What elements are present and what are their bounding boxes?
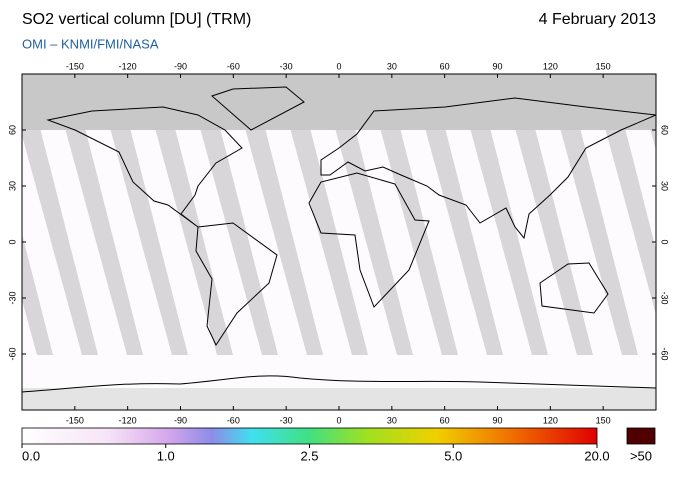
swath [425,128,503,355]
lon-label-bottom: 60 [440,415,450,425]
lon-label-bottom: -60 [227,415,240,425]
lon-label-top: -60 [227,61,240,71]
colorbar-over-label: >50 [630,448,652,463]
lon-label-bottom: -150 [66,415,84,425]
lat-label-right: 60 [660,125,670,135]
swath [290,128,368,355]
lon-label-top: 0 [336,61,341,71]
lat-label-right: 0 [660,239,670,244]
lat-label-left: -60 [7,347,17,360]
swath [515,128,593,355]
swath [470,128,548,355]
swath [245,128,323,355]
polar-south [22,388,656,410]
colorbar [21,427,598,445]
colorbar-label: 5.0 [444,448,462,463]
lon-label-bottom: -90 [174,415,187,425]
swath [110,128,188,355]
lon-label-top: 90 [492,61,502,71]
swath [200,128,278,355]
lon-label-top: -150 [66,61,84,71]
lon-label-top: -30 [280,61,293,71]
swath [22,128,98,355]
lat-label-right: -30 [660,291,670,304]
date: 4 February 2013 [539,11,657,28]
lon-label-bottom: 150 [596,415,611,425]
swath [560,128,638,355]
colorbar-label: 1.0 [157,448,175,463]
lon-label-top: 60 [440,61,450,71]
colorbar-label: 20.0 [584,448,609,463]
lon-label-top: 30 [387,61,397,71]
lon-label-top: -120 [119,61,137,71]
colorbar-over [626,427,656,445]
lon-label-bottom: 120 [543,415,558,425]
swath [605,128,656,315]
lat-label-left: 60 [7,125,17,135]
lon-label-bottom: 90 [492,415,502,425]
lon-label-bottom: 30 [387,415,397,425]
swath [650,128,656,150]
lon-label-top: -90 [174,61,187,71]
lon-label-bottom: 0 [336,415,341,425]
subtitle: OMI – KNMI/FMI/NASA [22,36,159,51]
colorbar-label: 0.0 [22,448,40,463]
swath [380,128,458,355]
lon-label-bottom: -30 [280,415,293,425]
title: SO2 vertical column [DU] (TRM) [22,11,251,28]
map [22,74,656,410]
lat-label-left: 30 [7,181,17,191]
lat-label-right: -60 [660,347,670,360]
swath [65,128,143,355]
lon-label-top: 150 [596,61,611,71]
swath [22,233,53,355]
lat-label-left: 0 [7,239,17,244]
lat-label-left: -30 [7,291,17,304]
coastlines [22,86,656,393]
lon-label-top: 120 [543,61,558,71]
swath [335,128,413,355]
colorbar-label: 2.5 [300,448,318,463]
lat-label-right: 30 [660,181,670,191]
swath [155,128,233,355]
lon-label-bottom: -120 [119,415,137,425]
orbit-swaths [22,128,656,355]
polar-night-north [22,74,656,130]
